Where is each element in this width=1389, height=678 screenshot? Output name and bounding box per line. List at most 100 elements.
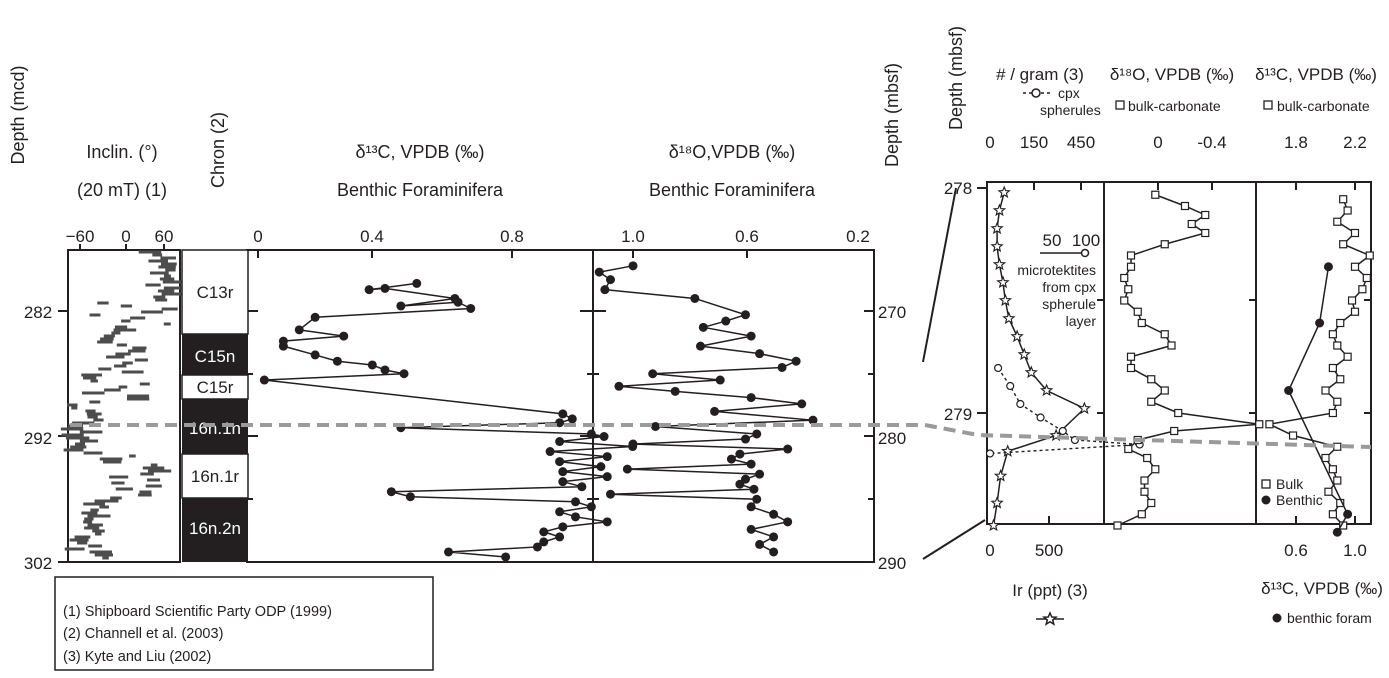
benthic-foram-legend-symbol (1272, 613, 1282, 623)
ir-point (990, 495, 1004, 509)
bulk-d13c-point (1333, 217, 1342, 226)
p2-tick-label: 0 (1153, 133, 1162, 152)
d13c-point (555, 418, 565, 428)
bulk-d13c-point (1350, 307, 1360, 316)
d18o-tick-label: 1.0 (621, 227, 645, 246)
bulk-d18o-point (1120, 273, 1129, 283)
ir-axis-label: Ir (ppt) (3) (1012, 581, 1088, 600)
bulk-d13c-point (1333, 341, 1342, 350)
depth-mcd-tick-label: 282 (24, 303, 52, 322)
bulk-d13c-point (1350, 262, 1360, 271)
d18o-point (606, 489, 615, 499)
depth-mcd-tick-label: 292 (24, 429, 52, 448)
ir-point (997, 185, 1011, 199)
bulk-d13c-point (1328, 510, 1337, 519)
d18o-point (741, 434, 750, 444)
ir-point (1010, 329, 1024, 343)
d18o-subtitle: Benthic Foraminifera (649, 180, 816, 200)
bulk-d18o-point (1167, 341, 1176, 350)
benthic-d13c-right-point (1284, 386, 1294, 395)
d13c-point (412, 278, 422, 288)
p1-bottom-tick-label: 0 (985, 541, 994, 560)
benthic-legend-label: Benthic (1276, 492, 1323, 508)
bulk-d18o-point (1143, 453, 1152, 463)
reference-2: (2) Channell et al. (2003) (63, 626, 223, 642)
cpx-point (1016, 399, 1025, 409)
d13c-point (396, 301, 406, 311)
chron-label-c13r: C13r (197, 283, 234, 302)
d18o-point (726, 454, 736, 464)
d13c-point (501, 552, 511, 562)
depth-mbsf-label: Depth (mbsf) (882, 63, 902, 167)
chron-c15r (181, 374, 249, 400)
d13c-point (555, 457, 565, 467)
bulk-d18o-point (1187, 219, 1196, 229)
bulk-d18o-point (1174, 408, 1183, 418)
bulk-d13c-point (1339, 240, 1348, 249)
chron-column: C13r C15n C15r 16n.1n 16n.1r 16n.2n (181, 249, 249, 562)
chron-16n2n (182, 498, 248, 562)
incl-tick-label: 60 (155, 227, 174, 246)
p1-inner-tick-label: 100 (1072, 231, 1100, 250)
d13c-point (405, 492, 415, 502)
benthic-d13c-right-series (1284, 262, 1353, 537)
d13c-point (532, 542, 542, 552)
d13c-point (545, 447, 555, 457)
d13c-point (466, 303, 476, 313)
bulk-d13c-point (1343, 352, 1352, 361)
bulk-d13c-point (1343, 206, 1352, 215)
d13c-point (278, 341, 288, 351)
d18o-point (797, 399, 807, 409)
right-depth-tick-label: 278 (944, 179, 972, 198)
ir-point (1001, 444, 1015, 457)
bulk-d18o-point (1124, 285, 1133, 294)
event-horizon-dashed-line (70, 423, 1372, 449)
bulk-d18o-point (1170, 426, 1179, 436)
bulk-d18o-point (1113, 521, 1122, 530)
benthic-d13c-series (259, 278, 638, 562)
p1-top-tick-label: 150 (1020, 133, 1048, 152)
d13c-point (539, 537, 549, 547)
d18o-point (696, 341, 705, 351)
d18o-point (735, 449, 745, 459)
bulk-d13c-point (1328, 363, 1337, 373)
d18o-tick-label: 0.6 (735, 227, 759, 246)
bulk-d13c-point (1328, 330, 1337, 339)
d13c-point (310, 350, 320, 360)
d13c-tick-label: 0 (253, 227, 262, 246)
incl-tick-label: 0 (121, 227, 130, 246)
chron-label-16n1n: 16n.1n (189, 419, 241, 438)
microtektite-label: from cpx (1042, 279, 1096, 295)
cpx-point (1058, 426, 1067, 436)
d18o-point (746, 331, 756, 341)
chron-c15n (182, 334, 248, 375)
microtektite-label: spherule (1042, 296, 1096, 312)
benthic-d13c-right-point (1332, 527, 1342, 537)
bulk-d13c-point (1358, 285, 1367, 294)
d13c-point (555, 532, 565, 542)
d13c-point (259, 375, 269, 385)
d13c-point (558, 522, 568, 532)
bulk-d18o-point (1126, 251, 1136, 260)
d18o-point (741, 310, 750, 320)
d13c-subtitle: Benthic Foraminifera (337, 180, 504, 200)
cpx-point (1036, 413, 1045, 422)
p3-bottom-axis-label: δ¹³C, VPDB (‰) (1261, 579, 1383, 598)
d18o-point (600, 285, 610, 295)
bulk-d18o-point (1140, 487, 1149, 496)
d13c-point (539, 527, 549, 537)
bulk-d13c-point (1328, 408, 1337, 418)
d13c-point (364, 285, 374, 295)
d13c-point (294, 325, 304, 335)
bulk-d13c-point (1362, 273, 1371, 283)
d13c-point (602, 472, 612, 482)
bulk-d18o-point (1126, 363, 1136, 373)
incl-tick-label: −60 (66, 227, 95, 246)
ir-point (1077, 401, 1092, 415)
d13c-point (339, 331, 349, 341)
d18o-point (746, 524, 756, 534)
p3-bottom-legend: benthic foram (1287, 610, 1372, 626)
d18o-point (769, 532, 779, 542)
d18o-point (783, 517, 793, 527)
